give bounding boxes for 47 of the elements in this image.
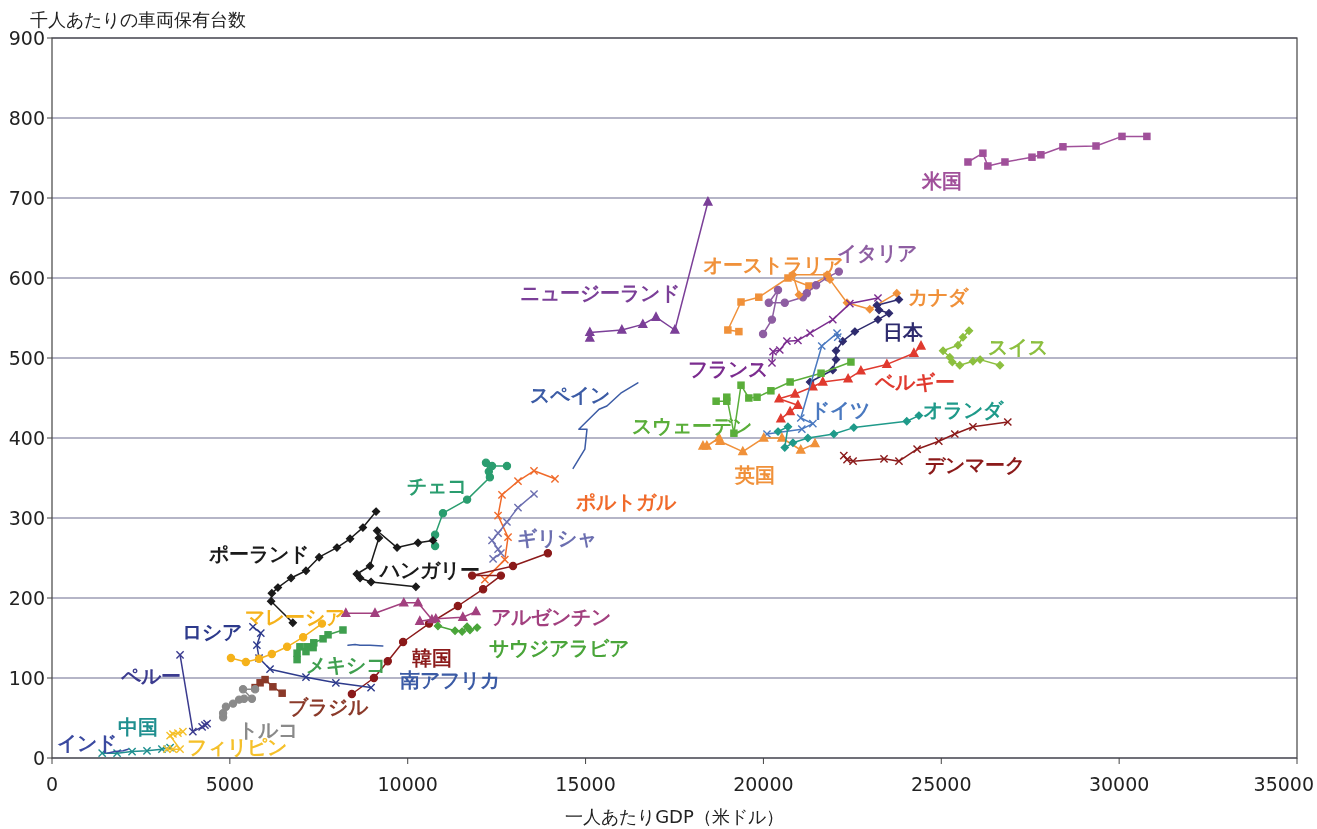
x-axis-title: 一人あたりGDP（米ドル） xyxy=(565,806,784,827)
y-tick-label: 700 xyxy=(8,187,45,209)
series-label: ポーランド xyxy=(208,542,309,566)
series-label: チェコ xyxy=(407,474,467,498)
series-label: ブラジル xyxy=(288,695,369,719)
series-label: オランダ xyxy=(923,398,1004,422)
series-label: アルゼンチン xyxy=(491,605,611,629)
series-label: インド xyxy=(57,731,117,755)
y-tick-label: 800 xyxy=(8,107,45,129)
series-label: ロシア xyxy=(182,620,242,644)
series-label: ハンガリー xyxy=(378,558,480,582)
y-axis-title: 千人あたりの車両保有台数 xyxy=(30,9,246,30)
x-tick-label: 25000 xyxy=(911,773,972,795)
y-tick-label: 600 xyxy=(8,267,45,289)
x-tick-label: 20000 xyxy=(733,773,794,795)
series-label: ペルー xyxy=(120,664,181,688)
series-label: ニュージーランド xyxy=(520,281,680,305)
x-tick-label: 35000 xyxy=(1253,773,1314,795)
x-tick-label: 10000 xyxy=(377,773,438,795)
series-label: 米国 xyxy=(921,169,962,193)
series-label: スイス xyxy=(988,335,1048,359)
series-label: 日本 xyxy=(883,320,924,344)
y-tick-label: 200 xyxy=(8,587,45,609)
x-tick-label: 15000 xyxy=(555,773,616,795)
series-label: 南アフリカ xyxy=(399,668,500,692)
series-label: サウジアラビア xyxy=(489,636,629,660)
x-tick-label: 30000 xyxy=(1088,773,1150,795)
series-label: ドイツ xyxy=(810,398,870,422)
series-label: フランス xyxy=(688,357,768,381)
y-tick-label: 500 xyxy=(8,347,45,369)
series-label: 中国 xyxy=(118,715,158,739)
y-tick-label: 900 xyxy=(8,27,45,49)
series-label: ベルギー xyxy=(874,370,955,394)
y-tick-label: 300 xyxy=(8,507,45,529)
x-tick-label: 0 xyxy=(45,773,59,795)
y-tick-label: 0 xyxy=(32,747,45,769)
series-label: デンマーク xyxy=(925,453,1025,477)
series-label: カナダ xyxy=(908,285,969,309)
y-tick-label: 100 xyxy=(8,667,45,689)
x-tick-label: 5000 xyxy=(205,773,255,795)
y-tick-label: 400 xyxy=(8,427,45,449)
series-label: スペイン xyxy=(530,383,610,407)
series-label: 英国 xyxy=(734,463,775,487)
series-label: 韓国 xyxy=(412,646,452,670)
series-label: ギリシャ xyxy=(517,526,597,550)
series-label: ポルトガル xyxy=(575,490,677,514)
series-label: メキシコ xyxy=(306,653,386,677)
